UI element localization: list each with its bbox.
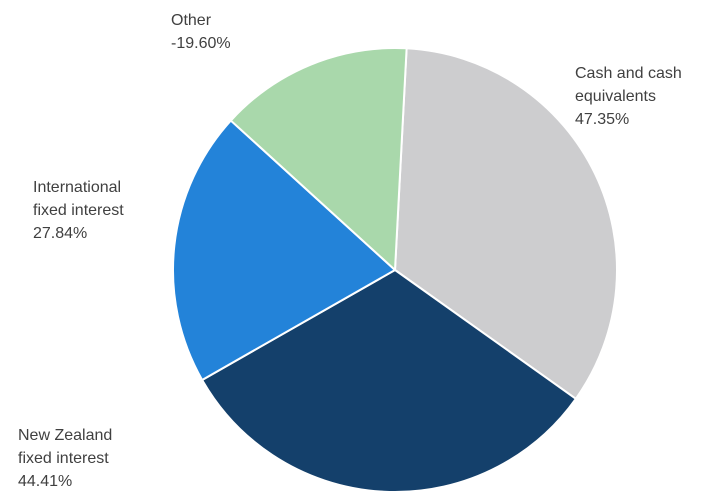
slice-value-nz: 44.41% — [18, 473, 73, 490]
slice-label-nz-line-1: New Zealand — [18, 427, 113, 444]
slice-value-cash: 47.35% — [575, 111, 630, 128]
slice-value-other: -19.60% — [171, 35, 231, 52]
pie-slice-cash — [394, 47, 618, 400]
pie-slice-nz-fixed-interest — [201, 269, 577, 494]
slice-label-cash-line-1: Cash and cash — [575, 65, 682, 82]
slice-label-nz-line-2: fixed interest — [18, 450, 109, 467]
slice-label-cash-line-2: equivalents — [575, 88, 656, 105]
slice-label-other: Other -19.60% — [171, 9, 231, 55]
slice-value-intl: 27.84% — [33, 225, 88, 242]
slice-label-other-line-1: Other — [171, 12, 212, 29]
pie-slices — [172, 46, 618, 494]
slice-label-cash: Cash and cash equivalents 47.35% — [575, 62, 682, 131]
pie-slice-other — [229, 46, 408, 271]
slice-label-intl-fixed-interest: International fixed interest 27.84% — [33, 176, 124, 245]
pie-slice-intl-fixed-interest — [172, 119, 396, 381]
slice-label-nz-fixed-interest: New Zealand fixed interest 44.41% — [18, 424, 112, 493]
slice-label-intl-line-1: International — [33, 179, 122, 196]
slice-label-intl-line-2: fixed interest — [33, 202, 124, 219]
